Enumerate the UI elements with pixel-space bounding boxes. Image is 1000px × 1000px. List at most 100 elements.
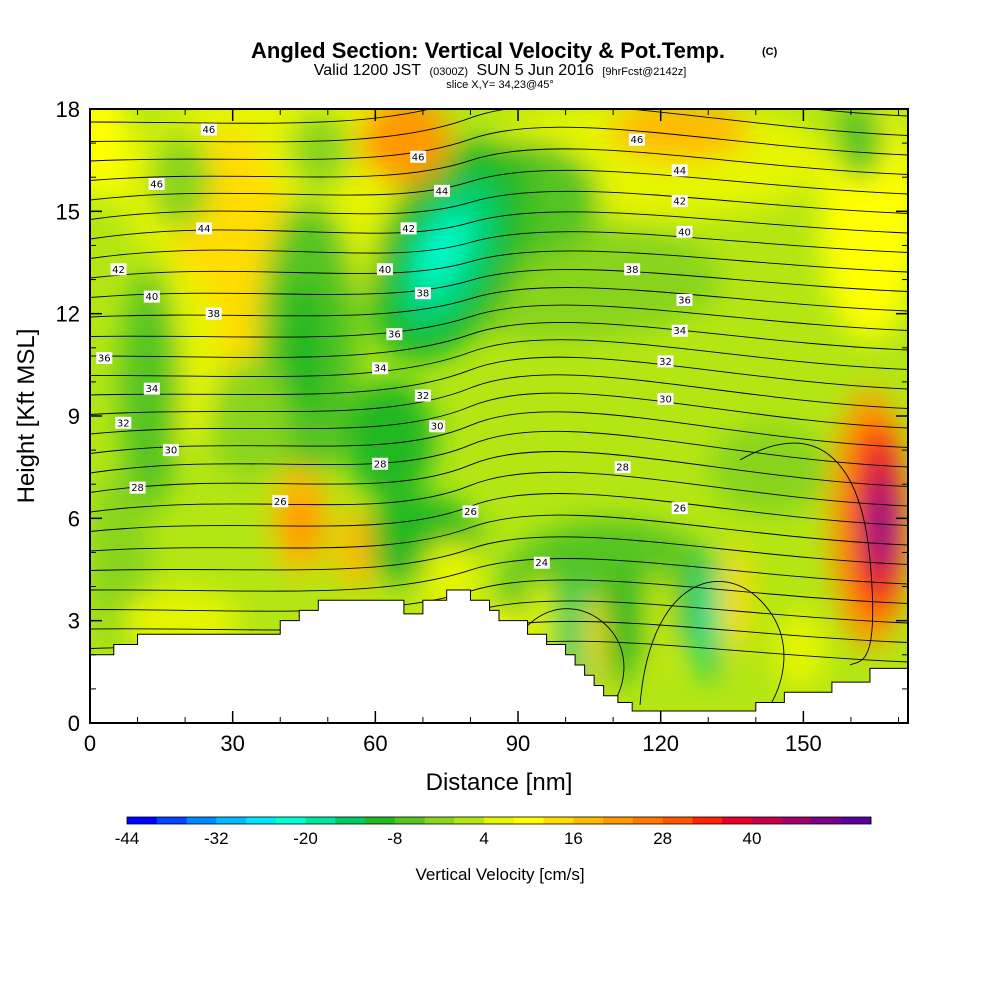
contour-label-bg [143,382,160,395]
contour-label: 42 [400,222,417,235]
isotherm-line [90,451,908,493]
colorbar-swatch [543,817,574,824]
isotherm-line [90,190,908,220]
x-tick-label: 0 [84,731,96,756]
contour-label-bg [205,307,222,320]
contour-label: 34 [143,382,160,395]
contour-label-bg [143,290,160,303]
y-tick-label: 12 [56,302,80,327]
contour-label-bg [671,164,688,177]
colorbar-swatch [722,817,753,824]
contour-label-bg [148,178,165,191]
colorbar-frame [126,816,872,825]
subtitle-date: SUN 5 Jun 2016 [476,62,594,79]
contour-label-text: 40 [145,292,158,303]
contour-label-text: 38 [417,289,430,300]
contour-label-text: 28 [374,459,387,470]
colorbar-swatch [603,817,634,824]
isotherm-line [90,471,908,513]
colorbar-tick-label: 16 [564,829,583,848]
contour-label-bg [657,355,674,368]
contour-label-text: 38 [626,265,639,276]
contour-label-text: 42 [402,224,415,235]
contour-label-text: 36 [388,330,401,341]
isotherm-loop [739,442,874,666]
isotherm-line [90,211,908,240]
contour-label: 36 [386,328,403,341]
isotherm-line [90,356,908,396]
contour-label: 28 [614,461,631,474]
contour-label-text: 34 [374,364,387,375]
isotherm-loop [639,581,785,706]
contour-label-text: 42 [112,265,125,276]
colorbar-tick-label: -32 [204,829,229,848]
contour-label-bg [372,362,389,375]
contour-label: 32 [414,389,431,402]
contour-label-text: 30 [164,446,177,457]
isotherm-line [90,392,908,435]
slice-label: slice X,Y= 34,23@45° [446,79,554,91]
subtitle-forecast: [9hrFcst@2142z] [602,66,686,78]
chart-title: Angled Section: Vertical Velocity & Pot.… [251,38,725,63]
contour-label-text: 26 [673,504,686,515]
terrain-mask [90,589,908,723]
colorbar-swatch [841,817,872,824]
contour-label: 34 [372,362,389,375]
isotherm-line [90,287,908,318]
contour-label-text: 26 [464,507,477,518]
x-tick-label: 30 [220,731,244,756]
colorbar-tick-label: -8 [387,829,402,848]
colorbar-swatch [573,817,604,824]
colorbar-swatch [424,817,455,824]
isotherm-line [90,169,908,201]
colorbar-swatch [484,817,515,824]
colorbar-swatch [216,817,247,824]
contour-label-bg [414,287,431,300]
colorbar-swatch [186,817,217,824]
colorbar-swatch [692,817,723,824]
contour-label: 46 [200,123,217,136]
isotherm-line [90,321,908,358]
contour-label: 30 [657,392,674,405]
contour-label: 26 [462,505,479,518]
y-tick-label: 18 [56,97,80,122]
colorbar-swatch [246,817,277,824]
colorbar-swatch [751,817,783,824]
contour-label-bg [671,324,688,337]
contour-label-bg [657,392,674,405]
colorbar-label: Vertical Velocity [cm/s] [415,865,584,884]
contour-label: 28 [372,457,389,470]
y-tick-label: 0 [68,711,80,736]
contour-label: 30 [162,444,179,457]
isotherm-line [90,126,908,162]
contour-label-bg [429,420,446,433]
x-tick-label: 150 [785,731,822,756]
contour-label: 44 [196,222,213,235]
contour-label-text: 32 [117,418,130,429]
contour-label-text: 44 [436,186,449,197]
contour-label: 46 [148,178,165,191]
isotherm-line [90,231,908,259]
colorbar-tick-label: 4 [479,829,488,848]
colorbar-swatch [394,817,425,824]
contour-label-bg [462,505,479,518]
contour-label-text: 36 [678,296,691,307]
subtitle-utc: (0300Z) [430,66,469,78]
contour-label-bg [372,457,389,470]
title-unit: (C) [762,46,778,58]
colorbar-swatch [156,817,187,824]
contour-label: 42 [671,195,688,208]
isotherm-line [90,430,908,474]
colorbar-tick-label: 28 [653,829,672,848]
contour-label: 38 [205,307,222,320]
contour-label-bg [671,502,688,515]
contour-label-bg [614,461,631,474]
contour-label: 36 [96,352,113,365]
colorbar-swatch [305,817,336,824]
contour-label-text: 30 [659,394,672,405]
colorbar-swatch [662,817,693,824]
contour-labels: 46 46 44 42 40 38 36 34 32 30 28 26 46 44 42 40 38 36 34 32… [96,123,693,569]
contour-label-bg [386,328,403,341]
contour-label-bg [676,225,693,238]
